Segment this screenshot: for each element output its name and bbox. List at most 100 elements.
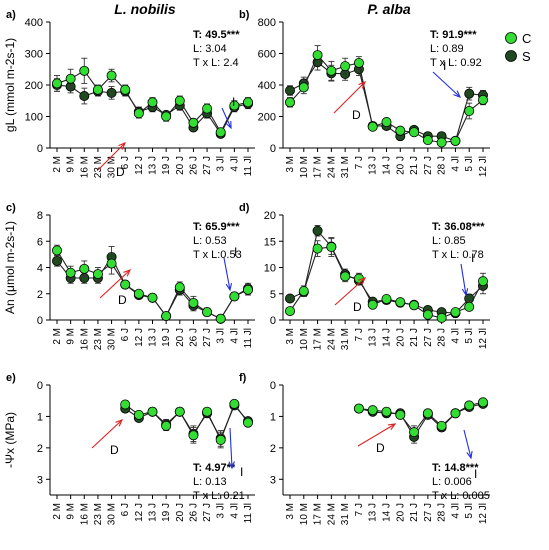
panel-label: e) — [6, 372, 16, 384]
drought-label: D — [118, 293, 127, 307]
x-tick-label: 6 J — [120, 503, 131, 516]
data-point-c — [436, 312, 447, 323]
y-tick-label: 3 — [37, 474, 43, 486]
legend-label-stress: S — [522, 49, 531, 64]
series-line-s — [358, 403, 484, 438]
y-tick-label: 2 — [270, 443, 276, 455]
x-tick-label: 20 J — [175, 503, 186, 522]
x-tick-label: 20 J — [395, 328, 406, 347]
x-tick-label: 3 Jl — [216, 328, 227, 344]
data-point-c — [188, 297, 199, 308]
x-tick-label: 5 Jl — [464, 328, 475, 344]
x-tick-label: 24 M — [326, 156, 337, 178]
x-tick-label: 30 M — [107, 503, 118, 525]
y-tick-label: 6 — [37, 236, 43, 248]
data-point-c — [215, 127, 226, 138]
x-tick-label: 17 M — [313, 156, 324, 178]
irrigation-arrow — [460, 263, 467, 296]
x-tick-label: 14 J — [382, 328, 393, 347]
x-tick-label: 4 Jl — [450, 328, 461, 344]
legend-marker-stress — [505, 50, 517, 62]
stats-t: T: 91.9*** — [430, 29, 477, 41]
data-point-c — [92, 269, 103, 280]
data-point-c — [161, 311, 172, 322]
irrigation-arrow-head — [453, 90, 462, 98]
stats-txl: T x L: 0.005 — [432, 490, 490, 502]
data-point-c — [52, 78, 63, 89]
data-point-c — [367, 405, 378, 416]
x-tick-label: 21 J — [409, 503, 420, 522]
x-tick-label: 28 J — [437, 328, 448, 347]
x-tick-label: 31 M — [340, 156, 351, 178]
data-point-c — [229, 291, 240, 302]
data-point-c — [188, 430, 199, 441]
data-point-c — [284, 306, 295, 317]
y-tick-label: 100 — [25, 112, 43, 124]
data-point-c — [133, 409, 144, 420]
drought-label: D — [376, 441, 385, 455]
y-tick-label: 0 — [37, 143, 43, 155]
panel-label: a) — [6, 9, 16, 21]
drought-label: D — [352, 108, 361, 122]
data-point-c — [120, 84, 131, 95]
drought-label: D — [353, 300, 362, 314]
x-tick-label: 19 J — [161, 503, 172, 522]
x-tick-label: 19 J — [161, 328, 172, 347]
data-point-s — [312, 225, 323, 236]
data-point-c — [409, 300, 420, 311]
x-tick-label: 13 J — [368, 503, 379, 522]
x-tick-label: 2 M — [52, 328, 63, 345]
data-point-c — [202, 103, 213, 114]
x-tick-label: 5 Jl — [464, 156, 475, 172]
data-point-c — [161, 111, 172, 122]
data-point-c — [174, 282, 185, 293]
irrigation-label: I — [232, 95, 235, 109]
data-point-c — [409, 127, 420, 138]
y-tick-label: 10 — [264, 263, 276, 275]
x-tick-label: 30 M — [107, 328, 118, 350]
x-tick-label: 16 M — [79, 503, 90, 525]
x-tick-label: 10 M — [299, 503, 310, 525]
x-tick-label: 27 J — [423, 156, 434, 175]
data-point-c — [298, 286, 309, 297]
x-tick-label: 13 J — [148, 328, 159, 347]
data-point-c — [353, 403, 364, 414]
irrigation-arrow — [432, 71, 461, 98]
data-point-c — [120, 399, 131, 410]
data-point-c — [464, 105, 475, 116]
x-tick-label: 12 J — [134, 156, 145, 175]
data-point-s — [79, 91, 90, 102]
x-tick-label: 20 J — [175, 156, 186, 175]
x-tick-label: 10 M — [299, 328, 310, 350]
irrigation-arrow — [223, 257, 231, 291]
panel-label: f) — [239, 372, 247, 384]
data-point-c — [436, 420, 447, 431]
x-tick-label: 17 M — [313, 503, 324, 525]
x-tick-label: 26 J — [188, 156, 199, 175]
data-point-c — [106, 258, 117, 269]
data-point-c — [477, 397, 488, 408]
stats-l: L: 0.85 — [432, 235, 466, 247]
x-tick-label: 20 J — [395, 156, 406, 175]
data-point-c — [298, 82, 309, 93]
data-point-c — [106, 70, 117, 81]
series-line-c — [358, 401, 484, 434]
x-tick-label: 4 Jl — [450, 156, 461, 172]
drought-arrow-head — [118, 142, 126, 150]
stats-txl: T x L:0.53 — [193, 249, 242, 261]
x-tick-label: 11 Jl — [243, 328, 254, 348]
series-line-c — [124, 402, 249, 442]
data-point-c — [147, 292, 158, 303]
data-point-c — [367, 299, 378, 310]
x-tick-label: 4 Jl — [229, 328, 240, 344]
x-tick-label: 6 J — [120, 156, 131, 169]
y-tick-label: 800 — [258, 17, 276, 29]
data-point-c — [477, 94, 488, 105]
data-point-c — [395, 297, 406, 308]
col-title-left: L. nobilis — [114, 1, 176, 17]
x-tick-label: 4 Jl — [450, 503, 461, 519]
stats-txl: T x L: 0.21 — [193, 490, 245, 502]
stats-l: L: 0.006 — [432, 476, 472, 488]
